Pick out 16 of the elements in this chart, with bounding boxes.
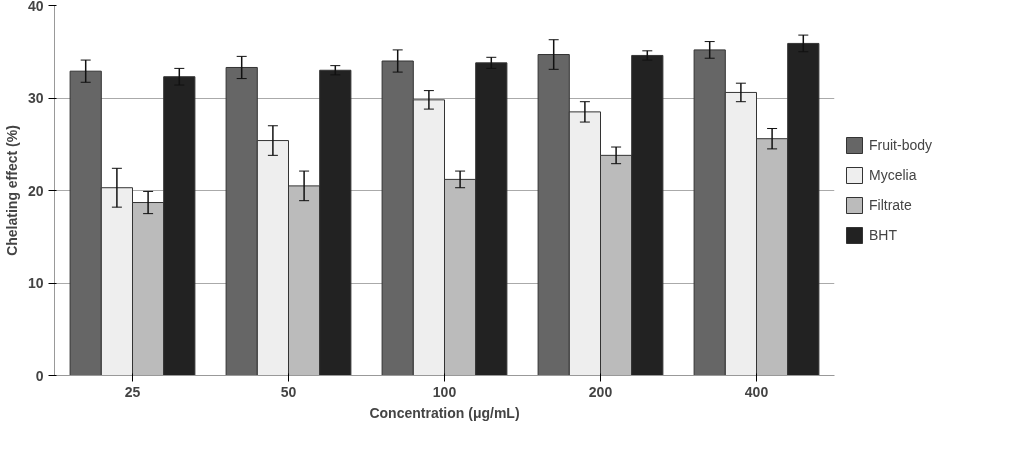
x-tick-label: 25 (124, 383, 141, 400)
x-tick-label: 100 (432, 383, 457, 400)
legend-label: Fruit-body (869, 137, 933, 153)
legend-label: Filtrate (869, 197, 912, 213)
y-tick-label: 20 (27, 182, 44, 199)
x-tick-label: 400 (744, 383, 769, 400)
y-tick-label: 10 (27, 275, 44, 291)
x-tick-label: 50 (280, 383, 297, 400)
legend-label: Mycelia (869, 167, 917, 183)
x-tick-label: 200 (588, 383, 613, 400)
y-tick-label: 40 (27, 0, 44, 14)
y-axis-title: Chelating effect (%) (3, 125, 20, 256)
y-tick-label: 0 (35, 367, 44, 384)
legend-label: BHT (869, 227, 897, 243)
y-tick-label: 30 (27, 90, 44, 106)
x-axis-title: Concentration (μg/mL) (369, 404, 520, 421)
